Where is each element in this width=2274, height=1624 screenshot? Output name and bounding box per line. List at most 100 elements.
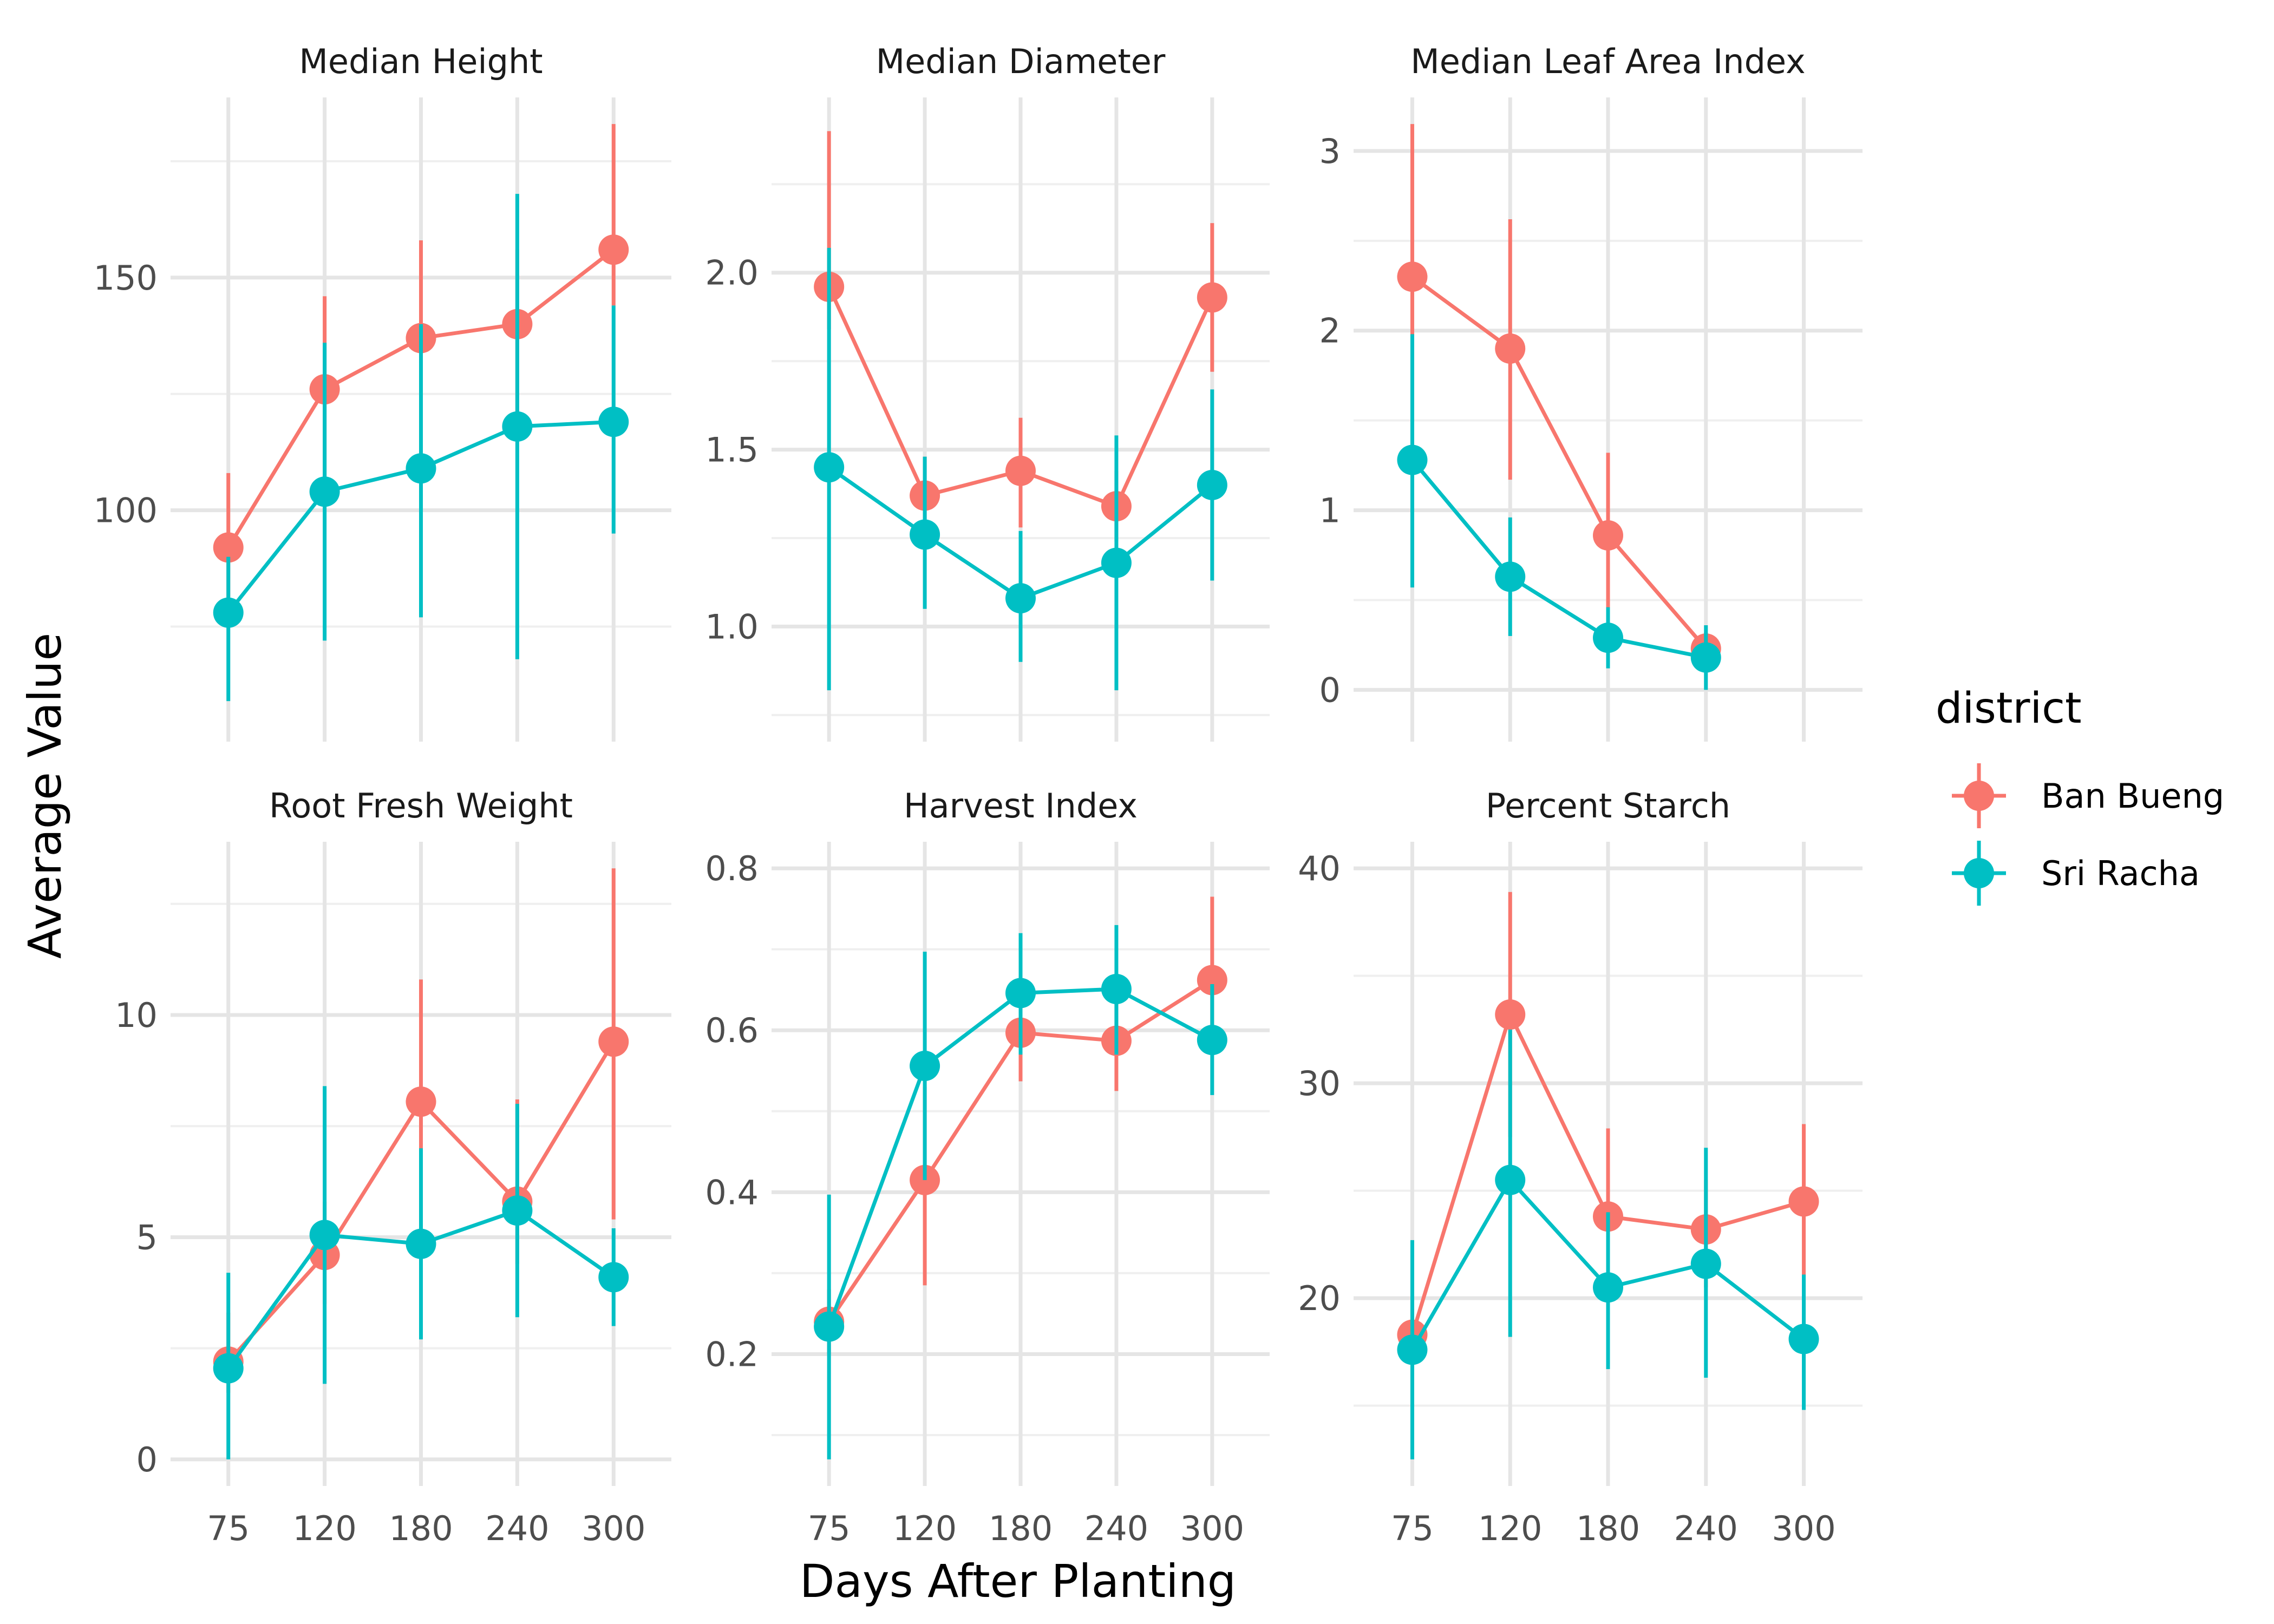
series-sri-racha — [814, 247, 1227, 691]
data-point — [1690, 642, 1721, 673]
data-point — [1397, 1334, 1428, 1365]
data-point — [1397, 444, 1428, 475]
data-point — [1197, 965, 1227, 996]
series-sri-racha — [1397, 334, 1721, 690]
series-sri-racha — [213, 194, 629, 702]
data-point — [1495, 999, 1526, 1030]
y-tick-label: 1.0 — [705, 607, 759, 646]
y-tick-label: 1 — [1319, 491, 1341, 531]
y-tick-label: 2 — [1319, 311, 1341, 351]
data-point — [1101, 547, 1132, 578]
data-point — [213, 597, 244, 628]
y-tick-label: 2.0 — [705, 253, 759, 293]
data-point — [1397, 261, 1428, 292]
panel-title: Harvest Index — [904, 786, 1138, 826]
data-point — [309, 1220, 340, 1250]
data-point — [1005, 583, 1036, 614]
x-tick-label: 75 — [808, 1509, 851, 1548]
y-tick-label: 150 — [94, 258, 158, 298]
y-tick-label: 0.8 — [705, 849, 759, 888]
y-axis-title: Average Value — [18, 633, 71, 959]
y-tick-label: 30 — [1298, 1064, 1341, 1103]
facet-panel-3: 0 1 2 3 Median Leaf Area Index — [1319, 42, 1863, 742]
data-point — [502, 1195, 533, 1226]
series-sri-racha — [213, 1086, 629, 1459]
data-point — [1593, 623, 1623, 653]
x-axis-title: Days After Planting — [800, 1555, 1236, 1608]
x-tick-label: 75 — [1391, 1509, 1434, 1548]
facet-panel-6: 20 30 40 75 120 180 240 300 Percent Starch — [1298, 786, 1863, 1548]
facet-panel-1: 100 150 Median Height — [94, 42, 671, 742]
data-point — [1495, 1164, 1526, 1195]
x-tick-label: 75 — [207, 1509, 250, 1548]
y-tick-label: 3 — [1319, 132, 1341, 171]
data-point — [1495, 561, 1526, 592]
data-point — [213, 532, 244, 563]
x-tick-label: 120 — [292, 1509, 356, 1548]
data-point — [1101, 973, 1132, 1004]
data-point — [1495, 333, 1526, 364]
data-point — [910, 519, 940, 550]
y-tick-label: 40 — [1298, 849, 1341, 888]
data-point — [910, 1051, 940, 1082]
x-tick-label: 180 — [989, 1509, 1053, 1548]
y-tick-label: 10 — [115, 996, 158, 1035]
y-tick-label: 100 — [94, 491, 158, 531]
y-tick-label: 0.6 — [705, 1011, 759, 1050]
series-line — [1410, 459, 1707, 660]
legend-entry-sri-racha: Sri Racha — [1952, 841, 2200, 906]
panel-title: Root Fresh Weight — [269, 786, 573, 826]
x-tick-label: 300 — [1180, 1509, 1244, 1548]
data-point — [406, 1228, 436, 1259]
legend-label: Sri Racha — [2041, 854, 2200, 893]
series-ban-bueng — [814, 131, 1227, 542]
panel-title: Median Height — [299, 42, 543, 81]
data-point — [598, 234, 629, 265]
legend: district Ban Bueng Sri Racha — [1936, 684, 2224, 906]
data-point — [1005, 455, 1036, 486]
x-tick-label: 300 — [581, 1509, 645, 1548]
y-tick-label: 0.4 — [705, 1173, 759, 1212]
facet-panel-5: 0.2 0.4 0.6 0.8 75 120 180 240 300 Harvest Index — [705, 786, 1270, 1548]
series-sri-racha — [814, 925, 1227, 1459]
facet-panel-4: 0 5 10 75 120 180 240 300 Root Fresh Weight — [115, 786, 671, 1548]
x-tick-label: 300 — [1772, 1509, 1835, 1548]
data-point — [1197, 1025, 1227, 1056]
data-point — [598, 1026, 629, 1057]
data-point — [213, 1353, 244, 1384]
data-point — [598, 1262, 629, 1293]
legend-entry-ban-bueng: Ban Bueng — [1952, 763, 2224, 828]
data-point — [1005, 978, 1036, 1009]
data-point — [814, 1311, 845, 1342]
data-point — [1197, 282, 1227, 313]
x-tick-label: 240 — [485, 1509, 549, 1548]
panel-title: Median Leaf Area Index — [1410, 42, 1805, 81]
data-point — [1690, 1248, 1721, 1279]
y-tick-label: 0.2 — [705, 1334, 759, 1374]
series-line — [1411, 275, 1708, 650]
facet-panel-2: 1.0 1.5 2.0 Median Diameter — [705, 42, 1270, 742]
series-ban-bueng — [1397, 124, 1721, 665]
y-tick-label: 20 — [1298, 1279, 1341, 1318]
data-point — [1197, 469, 1227, 500]
data-point — [502, 411, 533, 442]
legend-label: Ban Bueng — [2041, 776, 2224, 816]
data-point — [309, 476, 340, 507]
panel-title: Median Diameter — [876, 42, 1166, 81]
x-tick-label: 240 — [1674, 1509, 1738, 1548]
data-point — [406, 1086, 436, 1117]
data-point — [1593, 520, 1623, 551]
legend-key-point — [1964, 781, 1994, 811]
y-tick-label: 5 — [136, 1217, 158, 1257]
data-point — [1788, 1186, 1819, 1217]
data-point — [598, 407, 629, 437]
x-tick-label: 180 — [389, 1509, 453, 1548]
legend-title: district — [1936, 684, 2082, 733]
x-tick-label: 180 — [1576, 1509, 1640, 1548]
data-point — [814, 452, 845, 483]
legend-key-point — [1964, 858, 1994, 888]
data-point — [406, 453, 436, 484]
data-point — [1593, 1272, 1623, 1303]
